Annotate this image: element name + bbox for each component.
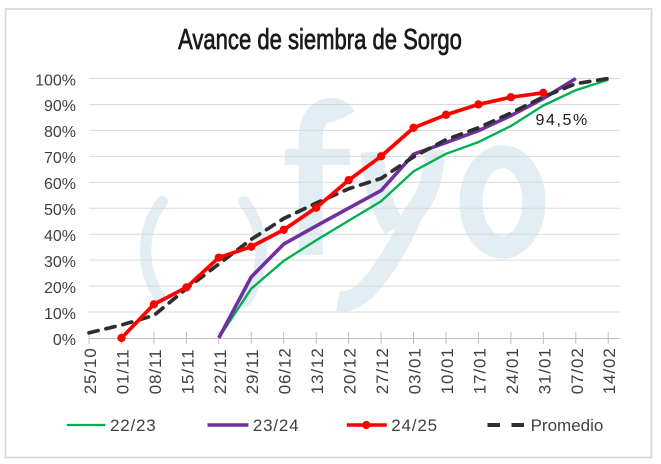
svg-text:23/24: 23/24	[253, 416, 300, 435]
svg-text:60%: 60%	[44, 176, 76, 193]
svg-text:03/01: 03/01	[406, 347, 425, 394]
svg-text:27/12: 27/12	[373, 347, 392, 394]
svg-text:20/12: 20/12	[341, 347, 360, 394]
svg-text:06/12: 06/12	[276, 347, 295, 394]
svg-text:25/10: 25/10	[81, 347, 100, 394]
svg-text:31/01: 31/01	[535, 347, 554, 394]
svg-text:22/23: 22/23	[110, 416, 157, 435]
svg-text:17/01: 17/01	[470, 347, 489, 394]
svg-text:30%: 30%	[44, 254, 76, 271]
svg-text:15/11: 15/11	[178, 349, 197, 395]
svg-text:13/12: 13/12	[308, 347, 327, 394]
svg-text:40%: 40%	[44, 228, 76, 245]
svg-text:Avance de siembra de Sorgo: Avance de siembra de Sorgo	[178, 24, 462, 56]
svg-text:70%: 70%	[44, 150, 76, 167]
svg-text:01/11: 01/11	[113, 349, 132, 395]
svg-text:07/02: 07/02	[568, 347, 587, 394]
svg-text:10%: 10%	[44, 306, 76, 323]
svg-text:22/11: 22/11	[211, 349, 230, 395]
svg-text:08/11: 08/11	[146, 349, 165, 395]
svg-text:24/01: 24/01	[503, 347, 522, 394]
svg-text:80%: 80%	[44, 124, 76, 141]
svg-text:Promedio: Promedio	[531, 416, 604, 435]
svg-text:14/02: 14/02	[600, 347, 619, 394]
svg-text:100%: 100%	[35, 72, 76, 89]
svg-text:10/01: 10/01	[438, 347, 457, 394]
svg-text:29/11: 29/11	[243, 349, 262, 395]
svg-text:94,5%: 94,5%	[536, 112, 589, 129]
svg-text:0%: 0%	[53, 332, 76, 349]
svg-text:24/25: 24/25	[391, 416, 438, 435]
svg-text:90%: 90%	[44, 98, 76, 115]
svg-text:20%: 20%	[44, 280, 76, 297]
svg-text:50%: 50%	[44, 202, 76, 219]
